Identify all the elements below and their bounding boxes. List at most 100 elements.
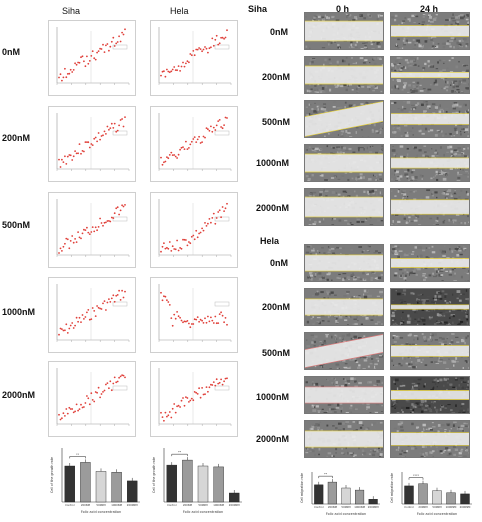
cell-texture [455, 386, 457, 390]
cell-texture [411, 214, 415, 216]
cell-texture [425, 428, 428, 430]
cell-texture [434, 83, 439, 86]
cell-texture [353, 335, 357, 339]
scatter-point [196, 236, 199, 239]
scatter-point [204, 222, 206, 224]
cell-texture [357, 91, 359, 93]
cell-texture [465, 289, 468, 292]
scatter-point [207, 128, 209, 131]
cell-texture [451, 154, 455, 157]
cell-texture [374, 315, 376, 318]
cell-texture [432, 41, 435, 45]
scatter-point [90, 55, 93, 57]
scatter-point [102, 391, 104, 393]
cell-texture [398, 250, 403, 252]
cell-texture [439, 130, 442, 132]
cell-texture [374, 411, 379, 413]
scatter-point [205, 321, 208, 324]
cell-texture [311, 149, 316, 152]
cell-texture [414, 146, 417, 149]
cell-texture [396, 57, 401, 59]
cell-texture [344, 319, 348, 322]
cell-texture [427, 60, 430, 63]
cell-texture [377, 14, 380, 18]
cell-texture [429, 429, 434, 431]
plot-legend-box [112, 385, 128, 391]
cell-texture [356, 40, 358, 44]
cell-texture [450, 428, 453, 430]
cell-texture [443, 219, 446, 221]
cell-texture [421, 293, 424, 296]
cell-texture [370, 449, 372, 452]
cell-texture [425, 451, 428, 455]
cell-texture [408, 252, 412, 254]
cell-texture [312, 338, 316, 340]
scatter-point [223, 321, 225, 324]
scatter-point [195, 48, 198, 51]
cell-texture [435, 220, 439, 222]
cell-texture [333, 217, 337, 220]
cell-texture [459, 16, 464, 20]
scatter-point [91, 399, 94, 401]
cell-texture [445, 80, 447, 84]
scatter-point [193, 318, 196, 321]
scatter-point [170, 317, 173, 319]
scatter-point [198, 135, 200, 138]
cell-texture [324, 179, 328, 181]
cell-texture [418, 301, 422, 304]
cell-texture [337, 178, 341, 180]
cell-texture [391, 172, 394, 176]
scatter-point [164, 247, 167, 250]
row-label-200nm: 200nM [2, 133, 31, 143]
cell-texture [395, 246, 400, 249]
cell-texture [415, 104, 418, 106]
cell-texture [451, 89, 454, 93]
cell-texture [381, 450, 383, 452]
scatter-point [210, 383, 212, 386]
cell-texture [379, 453, 383, 456]
cell-texture [464, 280, 467, 281]
scatter-point [103, 389, 106, 392]
cell-texture [391, 68, 393, 71]
cell-texture [452, 309, 456, 311]
cell-texture [400, 65, 403, 68]
cell-texture [405, 156, 407, 159]
cell-texture [451, 219, 456, 221]
cell-texture [445, 447, 449, 450]
cell-texture [422, 16, 425, 18]
cell-texture [454, 219, 457, 222]
cell-texture [358, 446, 360, 450]
cell-texture [361, 103, 363, 106]
cell-texture [355, 194, 359, 198]
cell-texture [326, 16, 328, 19]
cell-texture [345, 149, 349, 152]
bar-x-label: Folic acid concentration [417, 512, 457, 516]
cell-texture [346, 333, 351, 337]
cell-texture [393, 403, 395, 406]
cell-texture [394, 169, 396, 172]
bar-x-label: Folic acid concentration [326, 512, 366, 516]
cell-texture [359, 57, 364, 60]
cell-texture [323, 218, 325, 221]
cell-texture [377, 178, 379, 180]
cell-texture [394, 245, 398, 248]
scatter-point [196, 393, 199, 395]
scatter-point [166, 246, 168, 249]
cell-texture [336, 403, 340, 407]
scatter-point [99, 138, 101, 141]
cell-texture [335, 341, 337, 344]
cell-texture [321, 16, 325, 19]
cell-texture [406, 147, 409, 150]
cell-texture [436, 152, 439, 156]
scatter-point [87, 62, 90, 65]
cell-texture [394, 405, 398, 408]
cell-texture [447, 189, 452, 192]
scatter-point [185, 320, 187, 323]
cell-texture [416, 81, 420, 85]
scatter-point [173, 313, 176, 316]
cell-texture [332, 425, 335, 427]
scatter-point [83, 60, 85, 63]
scatter-point [103, 130, 106, 133]
cell-texture [326, 378, 331, 381]
siha-row-label-2000nm: 2000nM [256, 203, 290, 213]
